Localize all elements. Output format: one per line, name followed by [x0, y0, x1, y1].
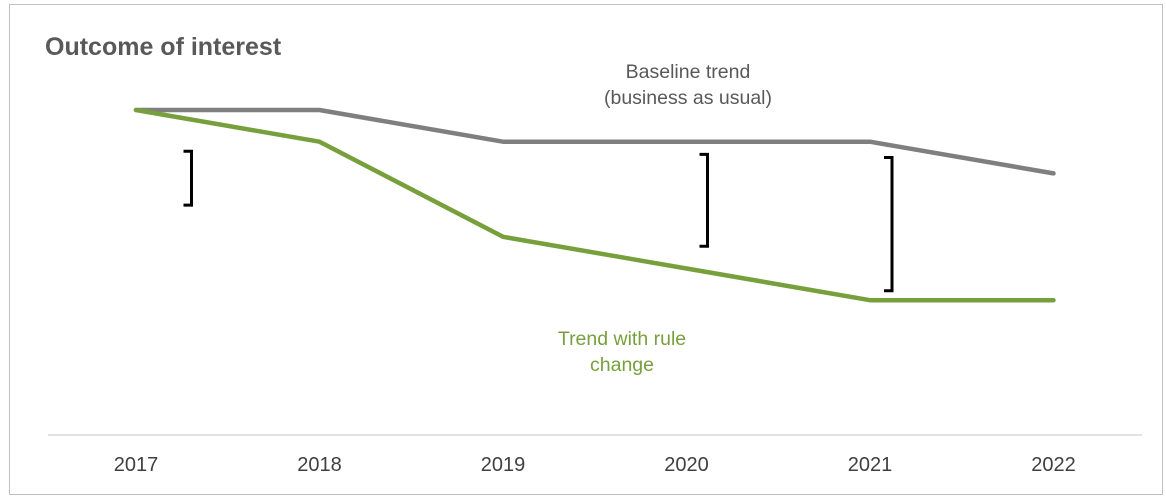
- baseline-trend-line: [133, 107, 1056, 176]
- x-tick-label-2021: 2021: [848, 454, 893, 476]
- rule-change-series-label: Trend with rule change: [502, 326, 742, 378]
- x-tick-label-2020: 2020: [664, 454, 709, 476]
- x-tick-label-2017: 2017: [114, 454, 159, 476]
- x-tick-label-2018: 2018: [297, 454, 342, 476]
- rule-change-trend-line: [133, 107, 1056, 303]
- gap-bracket-2: [699, 152, 709, 248]
- x-tick-label-2022: 2022: [1031, 454, 1076, 476]
- gap-bracket-3: [884, 156, 894, 293]
- baseline-label-line-1: Baseline trend: [625, 61, 751, 83]
- chart-frame: 2017 2018 2019 2020 2021 2022 Outcome of inte…: [9, 4, 1163, 495]
- gap-bracket-1: [183, 149, 193, 207]
- rule-change-label-line-1: Trend with rule: [557, 328, 687, 350]
- rule-change-label-line-2: change: [590, 354, 654, 376]
- chart-title: Outcome of interest: [45, 33, 282, 61]
- baseline-label-line-2: (business as usual): [604, 87, 772, 109]
- x-tick-label-2019: 2019: [481, 454, 526, 476]
- baseline-series-label: Baseline trend (business as usual): [568, 59, 808, 111]
- line-chart: 2017 2018 2019 2020 2021 2022: [48, 107, 1142, 476]
